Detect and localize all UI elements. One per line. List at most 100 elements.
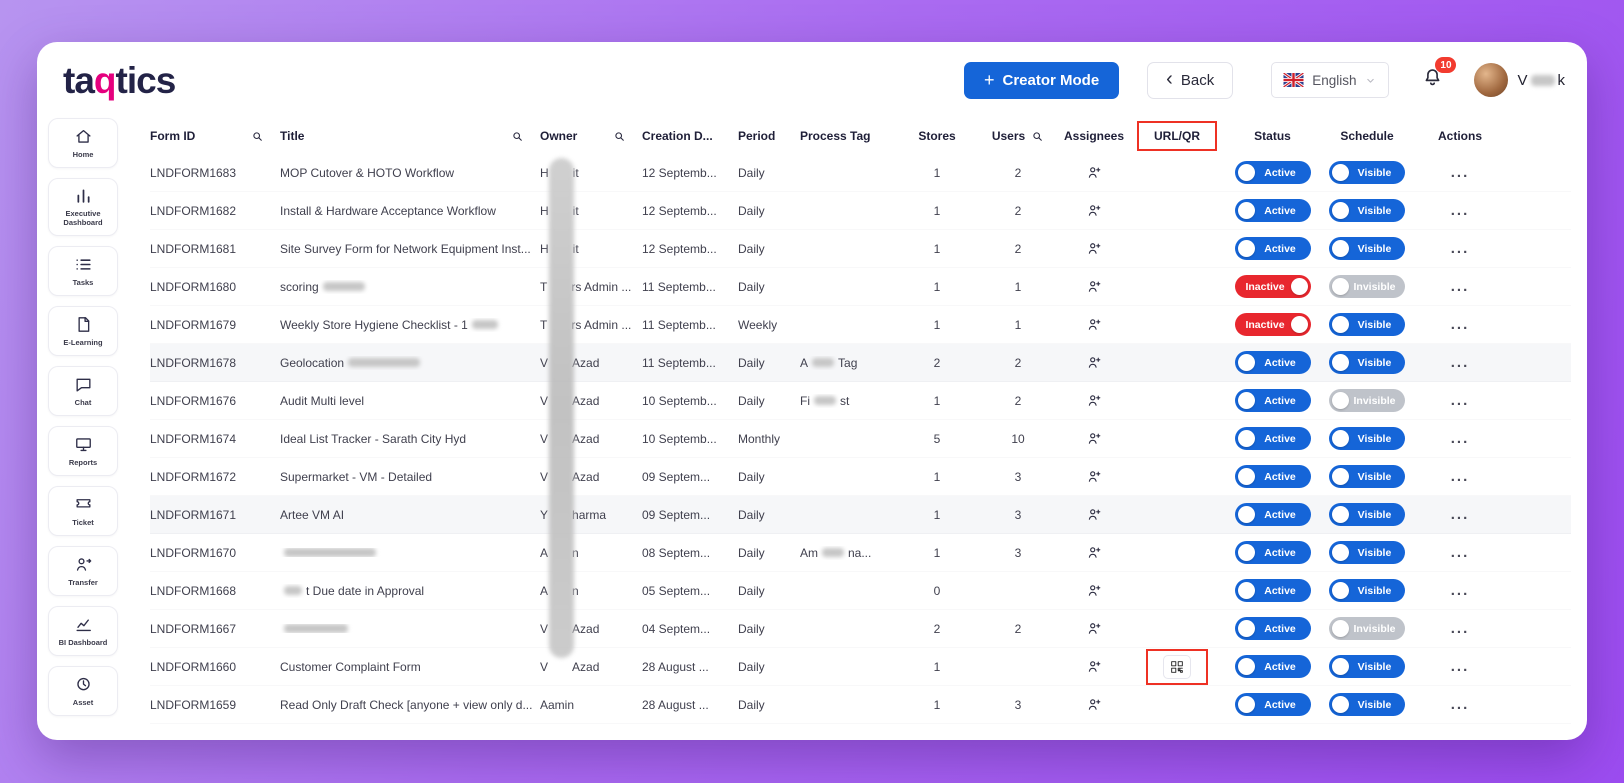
table-row[interactable]: LNDFORM1667 V Azad 04 Septem... Daily 2 2 Activ… [150,610,1571,648]
person-add-icon[interactable] [1086,240,1103,257]
notification-bell[interactable]: 10 [1421,57,1457,94]
row-actions-button[interactable]: ... [1450,278,1470,295]
status-toggle[interactable]: Active [1234,655,1311,678]
row-actions-button[interactable]: ... [1450,582,1470,599]
person-add-icon[interactable] [1086,430,1103,447]
sidebar-item-reports[interactable]: Reports [48,425,118,476]
table-row[interactable]: LNDFORM1672 Supermarket - VM - Detailed V A… [150,458,1571,496]
table-row[interactable]: LNDFORM1682 Install & Hardware Acceptance… [150,192,1571,230]
search-icon[interactable] [613,130,626,143]
row-actions-button[interactable]: ... [1450,164,1470,181]
schedule-toggle[interactable]: Visible [1329,693,1405,716]
status-toggle[interactable]: Active [1234,465,1311,488]
search-icon[interactable] [511,130,524,143]
schedule-toggle[interactable]: Visible [1329,199,1405,222]
person-add-icon[interactable] [1086,696,1103,713]
person-add-icon[interactable] [1086,468,1103,485]
status-toggle[interactable]: Active [1234,237,1311,260]
person-add-icon[interactable] [1086,202,1103,219]
status-toggle[interactable]: Inactive [1234,313,1311,336]
schedule-toggle[interactable]: Visible [1329,579,1405,602]
back-button[interactable]: ‹ Back [1147,61,1234,99]
sidebar-item-chat[interactable]: Chat [48,365,118,416]
sidebar-item-transfer[interactable]: Transfer [48,545,118,596]
person-add-icon[interactable] [1086,544,1103,561]
schedule-toggle[interactable]: Invisible [1329,389,1405,412]
sidebar-item-tasks[interactable]: Tasks [48,245,118,296]
person-add-icon[interactable] [1086,354,1103,371]
row-actions-button[interactable]: ... [1450,240,1470,257]
schedule-toggle[interactable]: Visible [1329,465,1405,488]
schedule-toggle[interactable]: Invisible [1329,617,1405,640]
schedule-toggle[interactable]: Invisible [1329,275,1405,298]
schedule-toggle[interactable]: Visible [1329,237,1405,260]
user-avatar[interactable] [1474,63,1509,97]
status-toggle[interactable]: Active [1234,427,1311,450]
search-icon[interactable] [1031,130,1044,143]
sidebar-item-executive-dashboard[interactable]: Executive Dashboard [48,178,118,236]
table-row[interactable]: LNDFORM1659 Read Only Draft Check [anyone… [150,686,1571,724]
status-toggle[interactable]: Active [1234,579,1311,602]
status-toggle[interactable]: Inactive [1234,275,1311,298]
schedule-toggle[interactable]: Visible [1329,161,1405,184]
table-row[interactable]: LNDFORM1674 Ideal List Tracker - Sarath C… [150,420,1571,458]
row-actions-button[interactable]: ... [1450,544,1470,561]
qr-code-icon[interactable] [1163,654,1191,679]
schedule-toggle[interactable]: Visible [1329,351,1405,374]
person-add-icon[interactable] [1086,316,1103,333]
row-actions-button[interactable]: ... [1450,354,1470,371]
status-toggle[interactable]: Active [1234,199,1311,222]
status-toggle[interactable]: Active [1234,503,1311,526]
person-add-icon[interactable] [1086,582,1103,599]
person-add-icon[interactable] [1086,620,1103,637]
sidebar-item-ticket[interactable]: Ticket [48,485,118,536]
table-row[interactable]: LNDFORM1679 Weekly Store Hygiene Checklis… [150,306,1571,344]
row-actions-button[interactable]: ... [1450,392,1470,409]
row-actions-button[interactable]: ... [1450,316,1470,333]
table-row[interactable]: LNDFORM1660 Customer Complaint Form V Azad 2… [150,648,1571,686]
person-add-icon[interactable] [1086,506,1103,523]
person-add-icon[interactable] [1086,164,1103,181]
row-actions-button[interactable]: ... [1450,658,1470,675]
sidebar-item-e-learning[interactable]: E-Learning [48,305,118,356]
table-row[interactable]: LNDFORM1681 Site Survey Form for Network … [150,230,1571,268]
title-cell: Supermarket - VM - Detailed [280,469,433,484]
schedule-toggle[interactable]: Visible [1329,503,1405,526]
schedule-toggle[interactable]: Visible [1329,313,1405,336]
row-actions-button[interactable]: ... [1450,506,1470,523]
search-icon[interactable] [251,130,264,143]
row-actions-button[interactable]: ... [1450,620,1470,637]
row-actions-button[interactable]: ... [1450,202,1470,219]
period-cell: Daily [738,659,765,674]
person-add-icon[interactable] [1086,658,1103,675]
status-cell: Active [1226,161,1319,184]
row-actions-button[interactable]: ... [1450,430,1470,447]
schedule-toggle[interactable]: Visible [1329,427,1405,450]
status-toggle[interactable]: Active [1234,389,1311,412]
status-toggle[interactable]: Active [1234,351,1311,374]
table-row[interactable]: LNDFORM1678 Geolocation V Azad 11 Septemb...… [150,344,1571,382]
assignees-cell [1060,164,1128,181]
person-add-icon[interactable] [1086,392,1103,409]
table-row[interactable]: LNDFORM1676 Audit Multi level V Azad 10 Sept… [150,382,1571,420]
schedule-toggle[interactable]: Visible [1329,541,1405,564]
sidebar-item-asset[interactable]: Asset [48,665,118,716]
sidebar-item-home[interactable]: Home [48,118,118,168]
row-actions-button[interactable]: ... [1450,696,1470,713]
person-add-icon[interactable] [1086,278,1103,295]
row-actions-button[interactable]: ... [1450,468,1470,485]
status-toggle[interactable]: Active [1234,161,1311,184]
stores-cell: 1 [933,317,941,332]
schedule-toggle[interactable]: Visible [1329,655,1405,678]
sidebar-item-bi-dashboard[interactable]: BI Dashboard [48,605,118,656]
status-toggle[interactable]: Active [1234,693,1311,716]
status-toggle[interactable]: Active [1234,617,1311,640]
creator-mode-button[interactable]: + Creator Mode [963,61,1120,99]
language-selector[interactable]: English [1271,62,1390,98]
status-toggle[interactable]: Active [1234,541,1311,564]
